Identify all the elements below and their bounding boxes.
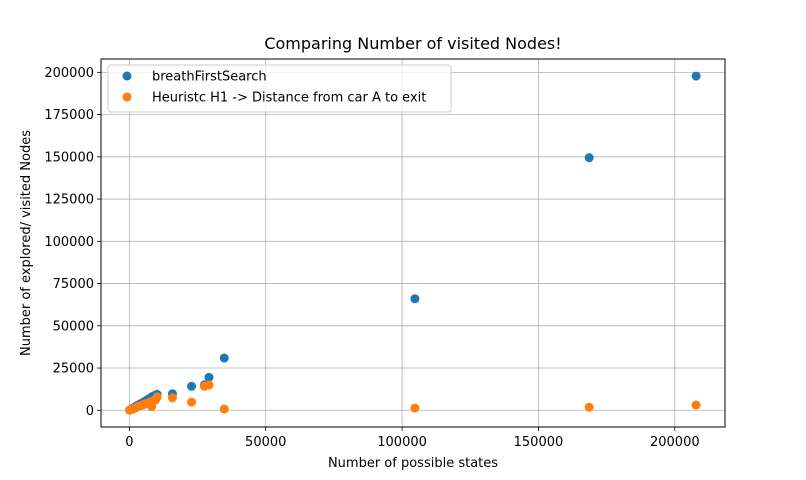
legend-label-bfs: breathFirstSearch (152, 70, 267, 85)
y-tick-label: 0 (86, 404, 94, 419)
bfs-point (219, 353, 229, 363)
bfs-point (691, 71, 701, 81)
legend-box (107, 64, 452, 113)
heuristic-point (204, 380, 214, 390)
x-tick-label: 150000 (514, 435, 564, 450)
legend-marker-heuristic (122, 92, 132, 102)
x-tick-label: 50000 (245, 435, 286, 450)
bfs-point (204, 372, 214, 382)
data-points (125, 71, 701, 415)
plot-area-frame (100, 58, 726, 428)
heuristic-point (219, 404, 229, 414)
series-heuristic (125, 380, 701, 415)
bfs-point (187, 381, 197, 391)
y-axis-title: Number of explored/ visited Nodes (19, 130, 34, 356)
y-tick-label: 150000 (44, 150, 94, 165)
heuristic-point (584, 402, 594, 412)
bfs-point (584, 153, 594, 163)
heuristic-point (187, 397, 197, 407)
x-tick-label: 0 (125, 435, 133, 450)
legend-marker-bfs (122, 71, 132, 81)
legend: breathFirstSearch Heuristc H1 -> Distanc… (107, 64, 452, 113)
x-axis-title: Number of possible states (328, 456, 498, 471)
heuristic-point (167, 393, 177, 403)
y-tick-label: 175000 (44, 108, 94, 123)
heuristic-point (410, 403, 420, 413)
y-tick-label: 50000 (53, 319, 94, 334)
y-tick-label: 100000 (44, 235, 94, 250)
chart-title: Comparing Number of visited Nodes! (264, 34, 561, 53)
y-tick-label: 25000 (53, 362, 94, 377)
x-tick-label: 200000 (650, 435, 700, 450)
heuristic-point (152, 392, 162, 402)
y-tick-label: 125000 (44, 193, 94, 208)
heuristic-point (691, 400, 701, 410)
bfs-point (410, 294, 420, 304)
x-tick-label: 100000 (377, 435, 427, 450)
legend-label-heuristic: Heuristc H1 -> Distance from car A to ex… (152, 91, 426, 106)
axis-ticks: 0 50000 100000 150000 200000 0 25000 50000 75000… (44, 66, 699, 450)
y-tick-label: 75000 (53, 277, 94, 292)
y-tick-label: 200000 (44, 66, 94, 81)
